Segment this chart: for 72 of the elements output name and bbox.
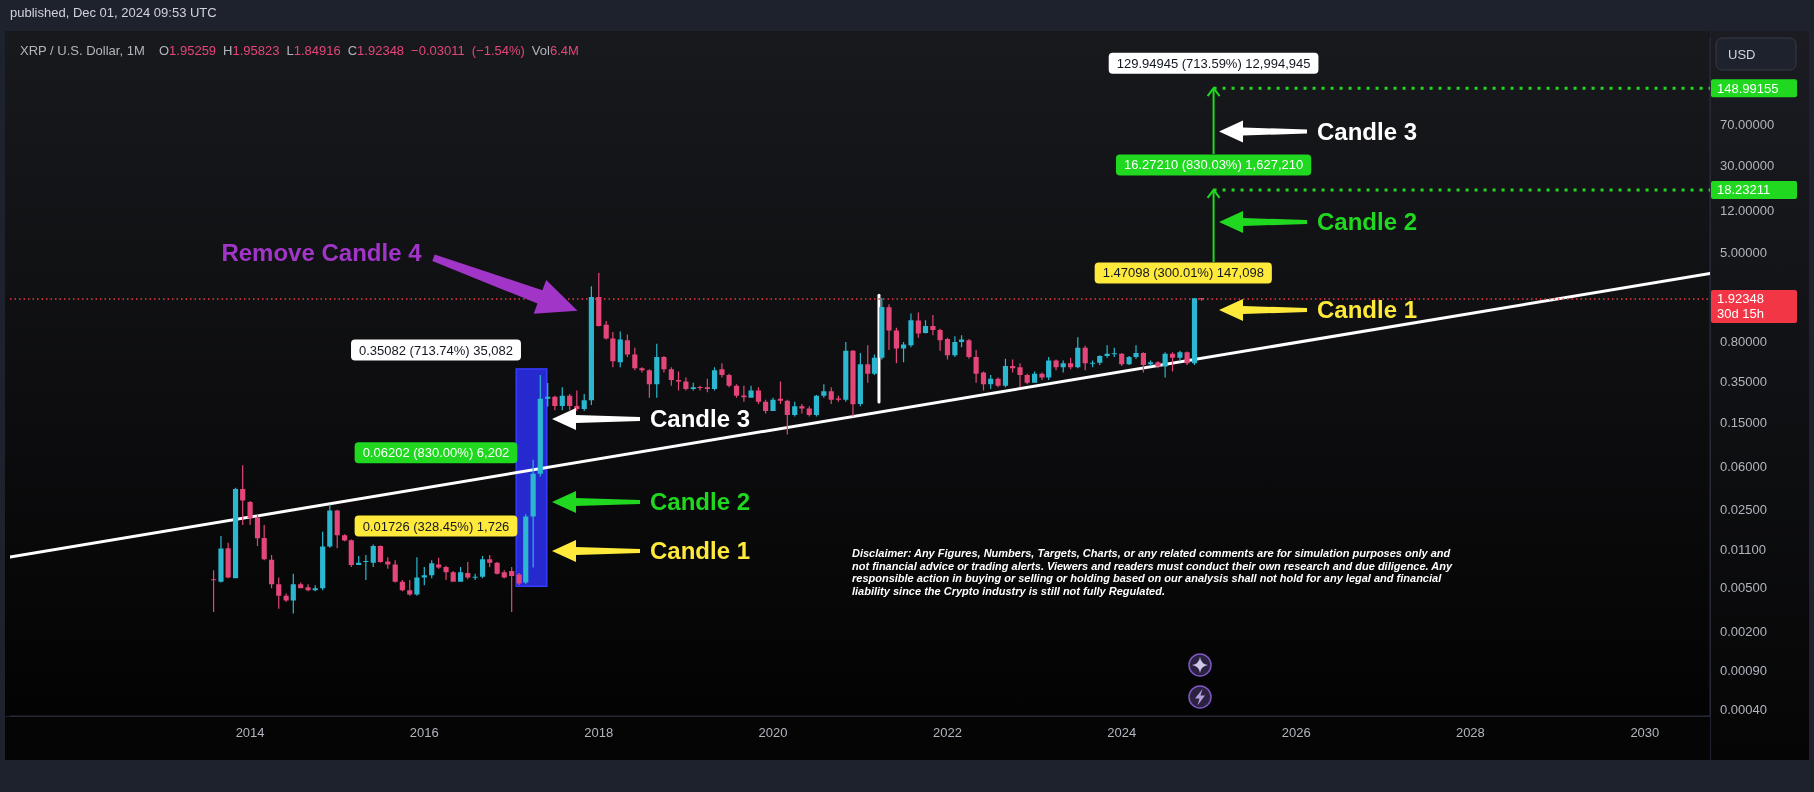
- annotation: Candle 3: [650, 405, 751, 433]
- candlestick: [305, 584, 311, 592]
- y-tick-label: 70.00000: [1720, 117, 1775, 133]
- y-tick-label: 12.00000: [1720, 202, 1775, 218]
- candlestick: [937, 328, 943, 351]
- y-tick-label: 0.80000: [1720, 333, 1767, 349]
- candlestick: [1177, 350, 1183, 362]
- candlestick: [443, 565, 449, 581]
- candlestick: [1155, 361, 1161, 369]
- annotation: 129.94945 (713.59%) 12,994,945: [1116, 55, 1311, 71]
- annotation: Candle 3: [1317, 117, 1418, 145]
- annotation: Disclaimer: Any Figures, Numbers, Targets, Charts, or any related comments are for simulation purposes only and not financial advice or trading alerts. Viewers and readers must conduct their own research and due diligence. Any responsible action in buying or selling or holding based on our analysis shall not hold for any legal and financial liability since the Crypto industry is still not fully Regulated.: [852, 547, 1453, 597]
- x-tick-label: 2016: [409, 724, 439, 740]
- candlestick: [1039, 372, 1045, 381]
- annotation: 0.01726 (328.45%) 1,726: [362, 518, 510, 534]
- candlestick: [770, 397, 776, 412]
- x-tick-label: 2030: [1630, 724, 1660, 740]
- candlestick: [850, 349, 856, 417]
- y-tick-label: 0.06000: [1720, 459, 1767, 475]
- candlestick: [697, 385, 703, 391]
- candlestick: [690, 382, 696, 391]
- candlestick: [1133, 345, 1139, 359]
- annotation: 16.27210 (830.03%) 1,627,210: [1123, 157, 1304, 173]
- annotation: 0.06202 (830.00%) 6,202: [362, 445, 510, 461]
- text: O1.95259 H1.95823 L1.84916 C1.92348 −0.03011 (−1.54%) Vol6.4M: [158, 43, 579, 58]
- x-tick-label: 2024: [1107, 724, 1137, 740]
- candlestick: [661, 356, 667, 373]
- y-tick-label: 30.00000: [1720, 158, 1775, 174]
- y-tick-label: 0.00040: [1720, 702, 1767, 718]
- candlestick: [218, 535, 224, 583]
- candlestick: [1053, 359, 1059, 371]
- candlestick: [966, 339, 972, 359]
- y-axis-title: USD: [1728, 46, 1756, 62]
- x-tick-label: 2014: [235, 724, 265, 740]
- candlestick: [930, 314, 936, 336]
- y-tick-label: 0.00200: [1720, 624, 1767, 640]
- candlestick: [908, 313, 914, 348]
- y-tick-label: 0.00090: [1720, 662, 1767, 678]
- annotation: Candle 2: [1317, 208, 1418, 236]
- annotation: Candle 1: [1317, 296, 1418, 324]
- candlestick: [436, 557, 442, 569]
- annotation: Remove Candle 4: [221, 239, 423, 267]
- ref-line-label: 148.99155: [1717, 80, 1779, 96]
- x-tick-label: 2028: [1455, 724, 1485, 740]
- candlestick: [886, 304, 892, 350]
- ref-line-label: 1.92348 30d 15h: [1717, 291, 1764, 322]
- candlestick: [1017, 363, 1023, 388]
- text: published, Dec 01, 2024 09:53 UTC: [10, 5, 217, 20]
- annotation: Candle 1: [650, 537, 751, 565]
- x-tick-label: 2026: [1281, 724, 1311, 740]
- annotation: 1.47098 (300.01%) 147,098: [1102, 265, 1264, 281]
- candlestick: [835, 395, 841, 402]
- y-tick-label: 0.15000: [1720, 415, 1767, 431]
- candlestick: [516, 573, 522, 586]
- chart-title: XRP / U.S. Dollar, 1M: [20, 43, 145, 58]
- candlestick: [799, 403, 805, 414]
- x-tick-label: 2018: [584, 724, 614, 740]
- y-tick-label: 5.00000: [1720, 245, 1767, 261]
- y-tick-label: 0.02500: [1720, 501, 1767, 517]
- annotation: Candle 2: [650, 488, 751, 516]
- candlestick: [719, 363, 725, 378]
- candlestick: [414, 557, 420, 596]
- y-tick-label: 0.35000: [1720, 373, 1767, 389]
- x-tick-label: 2022: [933, 724, 962, 740]
- x-tick-label: 2020: [758, 724, 788, 740]
- ref-line-label: 18.23211: [1717, 182, 1771, 198]
- candlestick: [748, 385, 754, 398]
- y-tick-label: 0.01100: [1720, 541, 1767, 557]
- candlestick: [639, 367, 645, 373]
- candlestick: [995, 377, 1001, 388]
- y-tick-label: 0.00500: [1720, 579, 1767, 595]
- annotation: 0.35082 (713.74%) 35,082: [359, 342, 513, 358]
